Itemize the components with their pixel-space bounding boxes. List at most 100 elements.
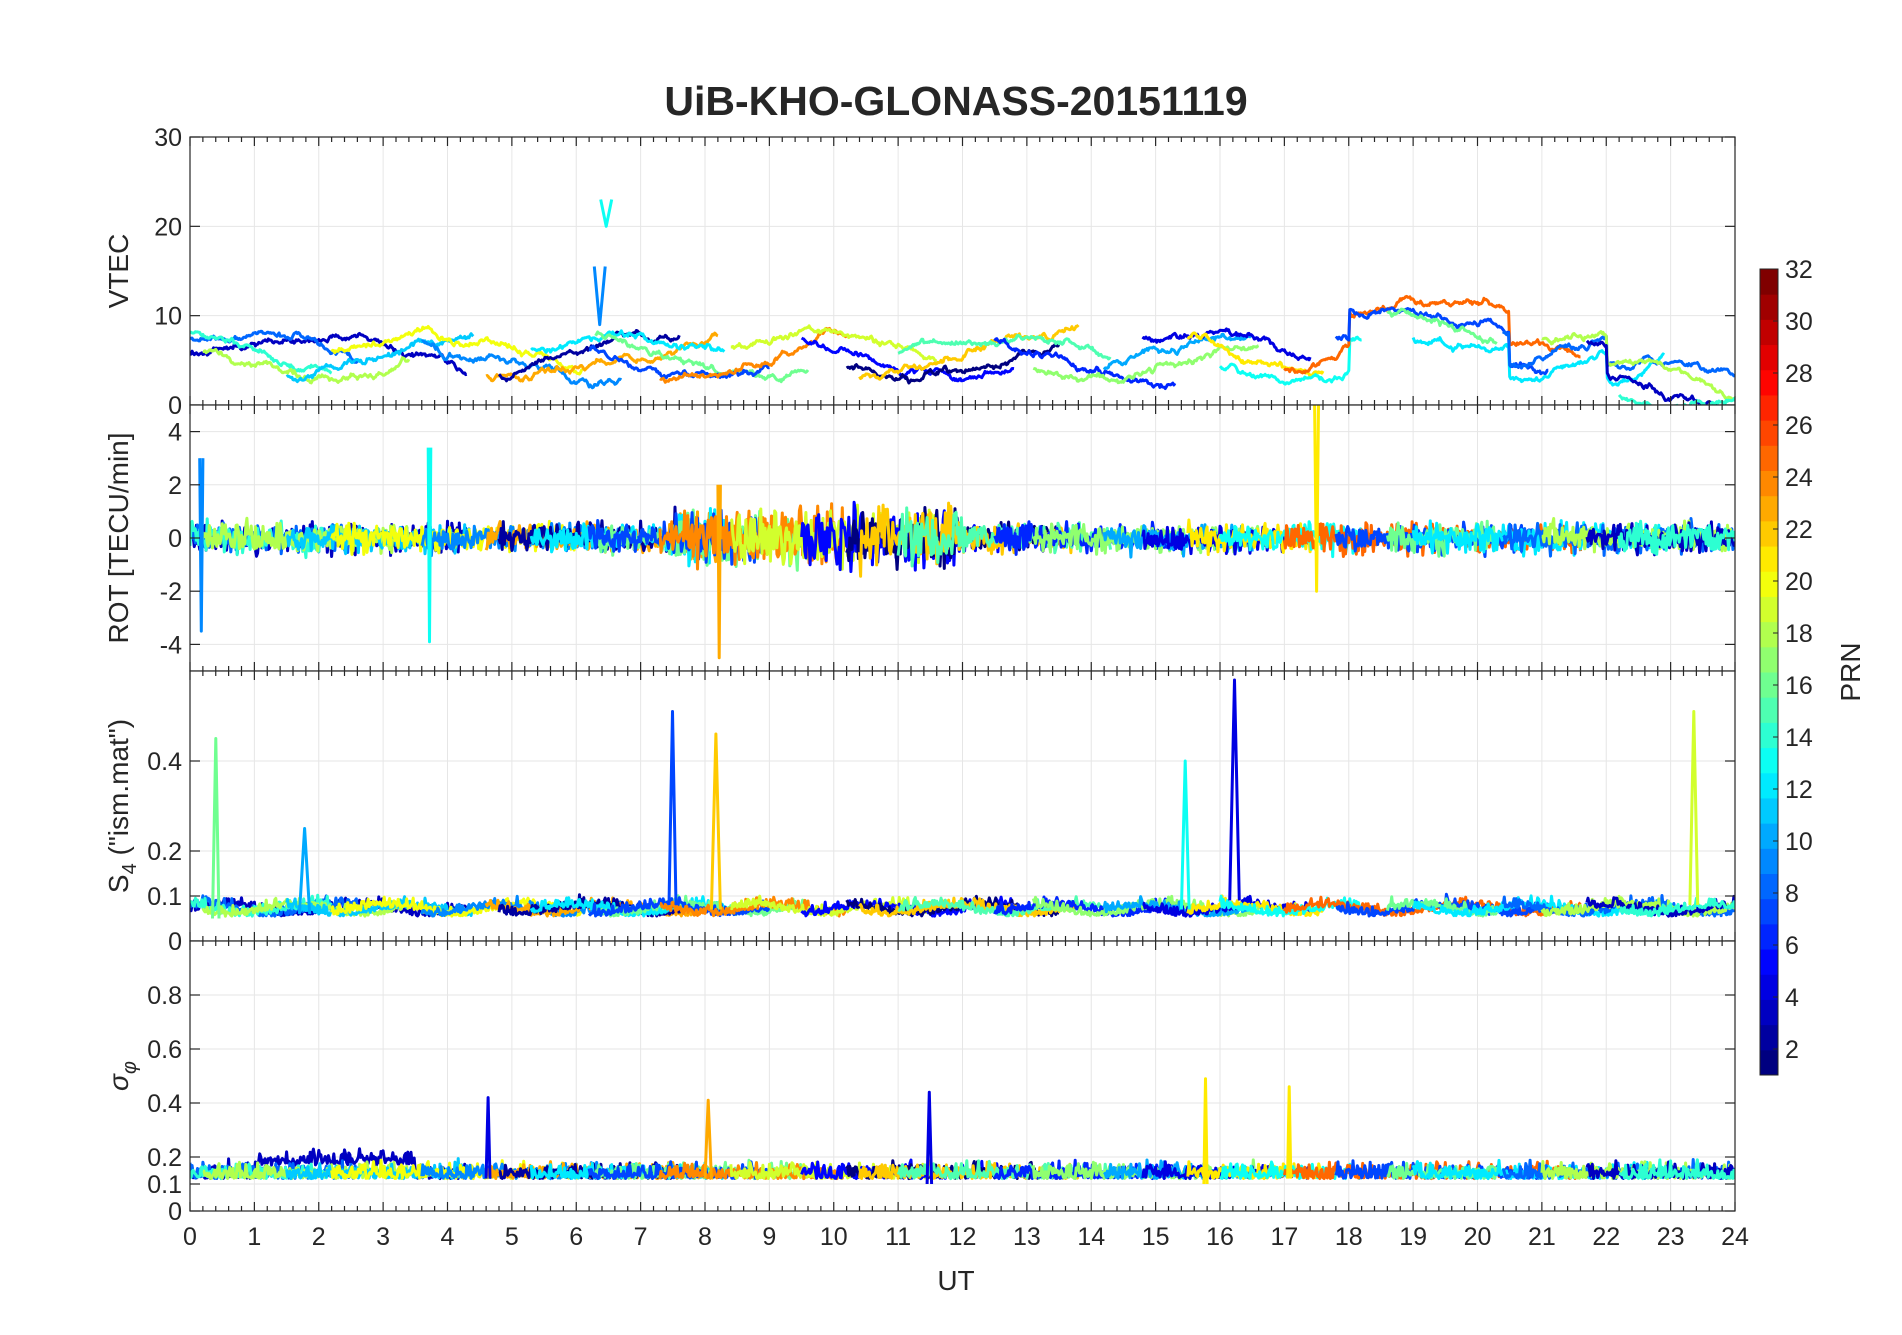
y-label-sub: φ [119,1061,141,1074]
colorbar-step [1760,369,1778,396]
colorbar-step [1760,772,1778,799]
colorbar-step [1760,1024,1778,1051]
series-prn-19 [729,894,939,918]
colorbar-tick-label: 26 [1785,412,1813,440]
series-spike-prn-21 [1313,405,1320,593]
series-prn-21 [1186,518,1325,556]
x-tick-label: 17 [1270,1223,1298,1251]
x-tick-label: 1 [247,1223,261,1251]
x-tick-label: 5 [505,1223,519,1251]
colorbar-step [1760,923,1778,950]
series-prn-5 [800,336,1015,383]
series-spike-prn-9 [198,458,205,633]
series-spike-prn-19 [1688,710,1700,906]
series-prn-14 [190,330,333,375]
y-label-rest: ("ism.mat") [103,719,134,863]
series-spike-prn-9 [592,266,607,327]
colorbar-step [1760,445,1778,471]
x-tick-label: 3 [376,1223,390,1251]
series-spike-prn-21 [1202,1077,1209,1185]
colorbar-tick-label: 16 [1785,672,1813,700]
series-prn-10 [1102,332,1253,371]
y-tick-label: 0.4 [147,748,182,776]
y-tick-label: 0 [168,1198,182,1226]
y-tick-label: 0.2 [147,1144,182,1172]
series-prn-14 [1618,896,1735,918]
x-tick-label: 12 [949,1223,977,1251]
y-axis-label: ROT [TECU/min] [103,432,134,643]
x-tick-label: 20 [1464,1223,1492,1251]
x-tick-labels: 0 1 2 3 4 5 6 7 8 9 10 11 12 13 14 15 16 17 18 19 20 21 22 23 24 [183,1223,1749,1251]
y-tick-label: 0.1 [147,1171,182,1199]
colorbar-tick-label: 30 [1785,308,1813,336]
grid [190,137,1735,405]
x-tick-label: 4 [441,1223,455,1251]
colorbar-step [1760,596,1778,623]
y-ticks: 0 0.1 0.2 0.4 [147,748,1735,956]
data-traces [190,1077,1735,1185]
y-tick-label: 0.6 [147,1036,182,1064]
y-tick-label: 0.1 [147,883,182,911]
series-prn-14 [1618,1158,1735,1181]
series-prn-8 [1501,330,1735,378]
series-prn-14 [1617,519,1735,556]
y-tick-label: -4 [160,631,182,659]
colorbar-step [1760,823,1778,849]
y-tick-label: 2 [168,472,182,500]
x-tick-label: 19 [1399,1223,1427,1251]
colorbar-tick-label: 32 [1785,256,1813,284]
y-tick-label: 0.4 [147,1090,182,1118]
series-spike-prn-4 [1228,678,1241,901]
colorbar-tick-label: 14 [1785,724,1813,752]
series-prn-18 [1541,330,1735,401]
colorbar-step [1760,722,1778,749]
x-tick-label: 14 [1077,1223,1105,1251]
series-prn-21 [1186,331,1325,379]
panel-2: -4 -2 0 2 4 ROT [TECU/min] [103,404,1736,672]
series-spike-prn-16 [211,737,221,919]
colorbar-step [1760,898,1778,925]
colorbar-step [1760,495,1778,522]
series-prn-2 [497,505,681,553]
x-tick-label: 2 [312,1223,326,1251]
colorbar-tick-label: 8 [1785,880,1799,908]
series-prn-16 [1386,307,1498,345]
colorbar-step [1760,949,1778,975]
series-spike-prn-4 [484,1096,492,1179]
series-spike-prn-13 [426,447,433,644]
x-ticks [189,405,1736,671]
series-spike-prn-7 [667,710,678,906]
colorbar-step [1760,394,1778,421]
y-tick-label: -2 [160,578,182,606]
colorbar-tick-label: 22 [1785,516,1813,544]
x-tick-label: 13 [1013,1223,1041,1251]
series-spike-prn-22 [709,732,722,910]
colorbar-step [1760,621,1778,648]
y-ticks: 0 10 20 30 [154,124,1735,420]
panel-1: 0 10 20 30 VTEC [103,124,1736,420]
x-tick-label: 15 [1142,1223,1170,1251]
colorbar-step [1760,319,1778,346]
y-axis-label: σφ [103,1061,141,1091]
y-ticks: -4 -2 0 2 4 [160,419,1735,659]
x-ticks [189,941,1736,1211]
colorbar-step [1760,999,1778,1026]
series-prn-22 [858,323,1080,381]
series-spike-prn-4 [925,1090,934,1185]
colorbar-tick-label: 12 [1785,776,1813,804]
colorbar-step [1760,747,1778,774]
y-ticks: 00.10.2 0.4 0.6 0.8 [147,982,1735,1226]
colorbar-step [1760,797,1778,824]
colorbar-tick-label: 18 [1785,620,1813,648]
colorbar-tick-label: 6 [1785,932,1799,960]
colorbar-step [1760,470,1778,497]
colorbar-tick-label: 28 [1785,360,1813,388]
series-spike-prn-10 [297,827,312,915]
y-label-main: S [103,874,134,893]
colorbar-step [1760,420,1778,446]
series-spike-prn-13 [599,199,614,228]
x-ticks [189,137,1736,405]
colorbar-step [1760,294,1778,320]
